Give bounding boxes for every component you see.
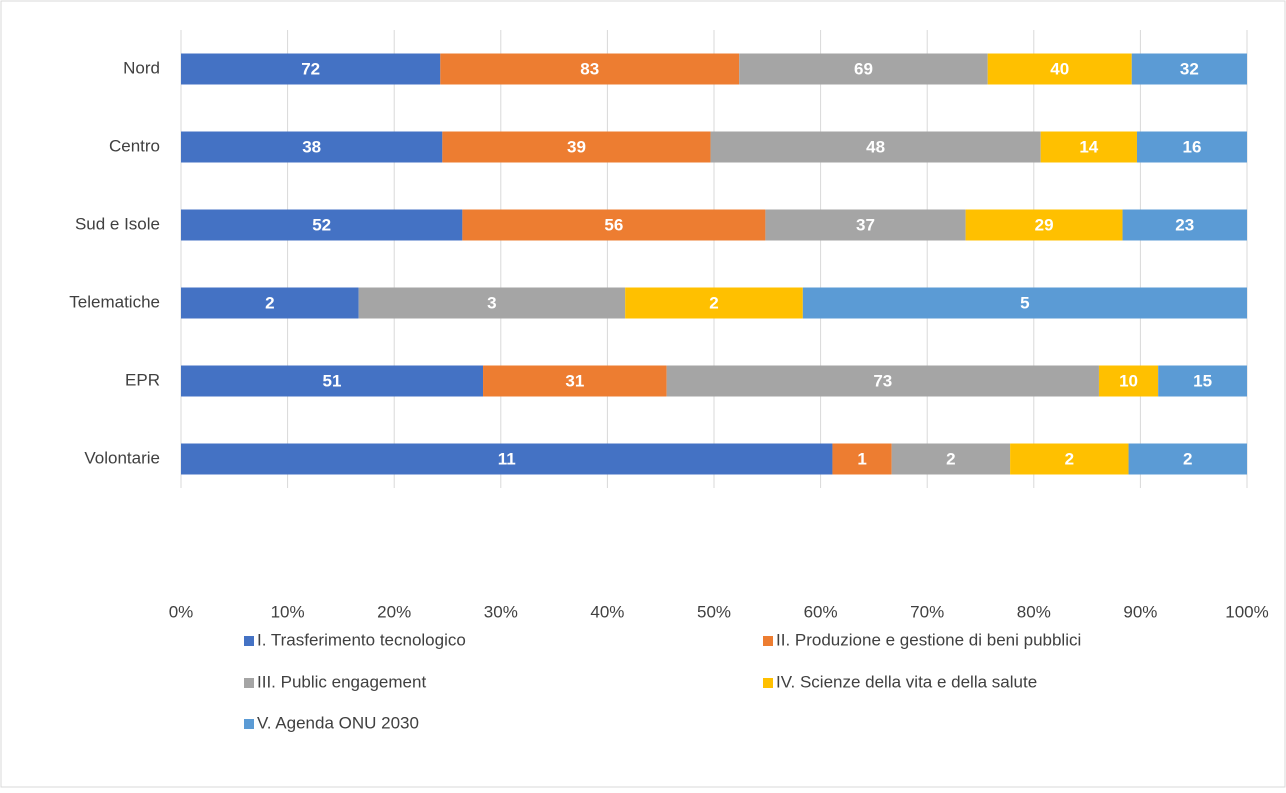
x-tick-label: 30% bbox=[484, 602, 518, 621]
bar-segment bbox=[710, 131, 1041, 163]
x-tick-label: 100% bbox=[1225, 602, 1268, 621]
legend-swatch bbox=[763, 678, 773, 688]
data-label: 16 bbox=[1183, 137, 1202, 156]
bar-segment bbox=[832, 443, 892, 475]
bar-segment bbox=[765, 209, 966, 241]
legend-label: III. Public engagement bbox=[257, 672, 426, 691]
bar-segment bbox=[1128, 443, 1247, 475]
x-tick-label: 10% bbox=[271, 602, 305, 621]
data-label: 73 bbox=[873, 371, 892, 390]
data-label: 51 bbox=[323, 371, 342, 390]
data-label: 11 bbox=[498, 449, 516, 468]
bar-segment bbox=[1040, 131, 1137, 163]
data-label: 39 bbox=[567, 137, 586, 156]
bar-segment bbox=[987, 53, 1132, 85]
legend-swatch bbox=[763, 636, 773, 646]
legend-swatch bbox=[244, 678, 254, 688]
bar-segment bbox=[358, 287, 626, 319]
y-tick-label: Sud e Isole bbox=[75, 214, 160, 233]
bar-segment bbox=[181, 209, 463, 241]
bar-segment bbox=[1131, 53, 1247, 85]
y-tick-label: Centro bbox=[109, 136, 160, 155]
data-label: 40 bbox=[1050, 59, 1069, 78]
data-label: 2 bbox=[946, 449, 955, 468]
bar-segment bbox=[440, 53, 740, 85]
legend-label: V. Agenda ONU 2030 bbox=[257, 713, 419, 732]
data-label: 38 bbox=[302, 137, 321, 156]
bar-segment bbox=[483, 365, 667, 397]
bar-segment bbox=[1098, 365, 1159, 397]
y-tick-label: Volontarie bbox=[84, 448, 160, 467]
bar-segment bbox=[965, 209, 1123, 241]
data-label: 2 bbox=[265, 293, 274, 312]
data-label: 52 bbox=[312, 215, 331, 234]
bar-segment bbox=[891, 443, 1011, 475]
data-label: 48 bbox=[866, 137, 885, 156]
bar-segment bbox=[442, 131, 711, 163]
bar-segment bbox=[1158, 365, 1247, 397]
data-label: 56 bbox=[604, 215, 623, 234]
x-tick-label: 60% bbox=[804, 602, 838, 621]
bar-segment bbox=[462, 209, 766, 241]
x-tick-label: 0% bbox=[169, 602, 194, 621]
data-label: 14 bbox=[1079, 137, 1098, 156]
data-label: 72 bbox=[301, 59, 320, 78]
data-label: 29 bbox=[1035, 215, 1054, 234]
data-label: 2 bbox=[1065, 449, 1074, 468]
x-tick-label: 70% bbox=[910, 602, 944, 621]
data-label: 32 bbox=[1180, 59, 1199, 78]
x-tick-label: 90% bbox=[1123, 602, 1157, 621]
bar-segment bbox=[181, 131, 443, 163]
bar-segment bbox=[1010, 443, 1129, 475]
bar-segment bbox=[1136, 131, 1247, 163]
y-tick-label: Telematiche bbox=[69, 292, 160, 311]
bar-segment bbox=[181, 365, 484, 397]
y-tick-label: Nord bbox=[123, 58, 160, 77]
legend-label: IV. Scienze della vita e della salute bbox=[776, 672, 1037, 691]
data-label: 3 bbox=[487, 293, 496, 312]
data-label: 1 bbox=[857, 449, 866, 468]
x-tick-label: 40% bbox=[590, 602, 624, 621]
bar-segment bbox=[181, 443, 833, 475]
bar-segment bbox=[739, 53, 988, 85]
bar-segment bbox=[1122, 209, 1247, 241]
data-label: 2 bbox=[709, 293, 718, 312]
data-label: 23 bbox=[1175, 215, 1194, 234]
x-tick-label: 20% bbox=[377, 602, 411, 621]
y-tick-label: EPR bbox=[125, 370, 160, 389]
data-label: 10 bbox=[1119, 371, 1138, 390]
data-label: 69 bbox=[854, 59, 873, 78]
data-label: 83 bbox=[580, 59, 599, 78]
legend-label: II. Produzione e gestione di beni pubbli… bbox=[776, 630, 1081, 649]
bar-segment bbox=[625, 287, 803, 319]
x-tick-label: 80% bbox=[1017, 602, 1051, 621]
bar-segment bbox=[181, 53, 441, 85]
data-label: 5 bbox=[1020, 293, 1029, 312]
data-label: 2 bbox=[1183, 449, 1192, 468]
legend-swatch bbox=[244, 636, 254, 646]
data-label: 15 bbox=[1193, 371, 1212, 390]
data-label: 31 bbox=[565, 371, 584, 390]
x-tick-label: 50% bbox=[697, 602, 731, 621]
legend-swatch bbox=[244, 719, 254, 729]
legend-label: I. Trasferimento tecnologico bbox=[257, 630, 466, 649]
bar-segment bbox=[802, 287, 1247, 319]
bar-segment bbox=[666, 365, 1099, 397]
bar-segment bbox=[181, 287, 359, 319]
data-label: 37 bbox=[856, 215, 875, 234]
